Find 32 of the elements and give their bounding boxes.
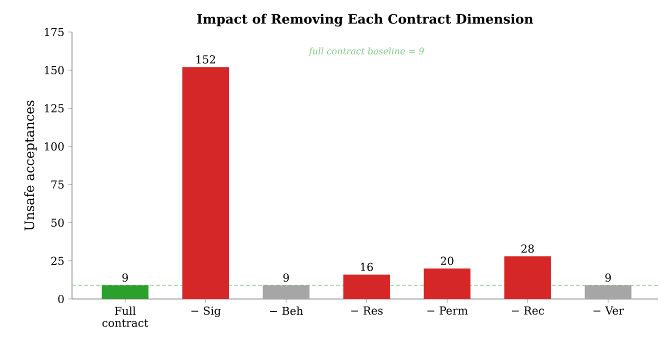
bar (504, 256, 551, 299)
bar (424, 268, 470, 299)
y-tick-label: 150 (44, 66, 64, 74)
y-tick-label: 25 (51, 256, 64, 265)
bar (182, 67, 229, 299)
x-tick-label: − Res (351, 306, 383, 315)
data-label: 9 (122, 273, 128, 282)
chart-title: Impact of Removing Each Contract Dimension (197, 14, 534, 26)
bar (584, 285, 632, 299)
data-label: 9 (283, 273, 289, 282)
x-tick-label: − Perm (427, 306, 468, 315)
data-label: 20 (440, 256, 454, 265)
data-label: 28 (521, 244, 534, 253)
y-tick-label: 125 (44, 104, 64, 112)
x-tick-label: − Beh (270, 306, 304, 316)
x-tick-label: − Rec (512, 306, 544, 315)
ref-line-label: full contract baseline = 9 (308, 47, 424, 56)
y-tick-label: 0 (58, 294, 64, 304)
x-tick-label: Full contract (102, 306, 148, 327)
bar (262, 285, 310, 299)
y-tick-label: 75 (51, 180, 64, 189)
y-tick-label: 175 (44, 28, 64, 36)
bar (343, 274, 390, 299)
x-tick-label: − Sig (191, 306, 221, 318)
bar (102, 285, 148, 299)
y-axis-title: Unsafe acceptances (24, 100, 37, 230)
x-tick-label: − Ver (594, 306, 624, 315)
data-label: 16 (360, 262, 373, 272)
y-tick-label: 100 (44, 142, 64, 151)
y-tick-label: 50 (51, 218, 64, 227)
data-label: 9 (605, 273, 611, 282)
data-label: 152 (196, 55, 215, 64)
